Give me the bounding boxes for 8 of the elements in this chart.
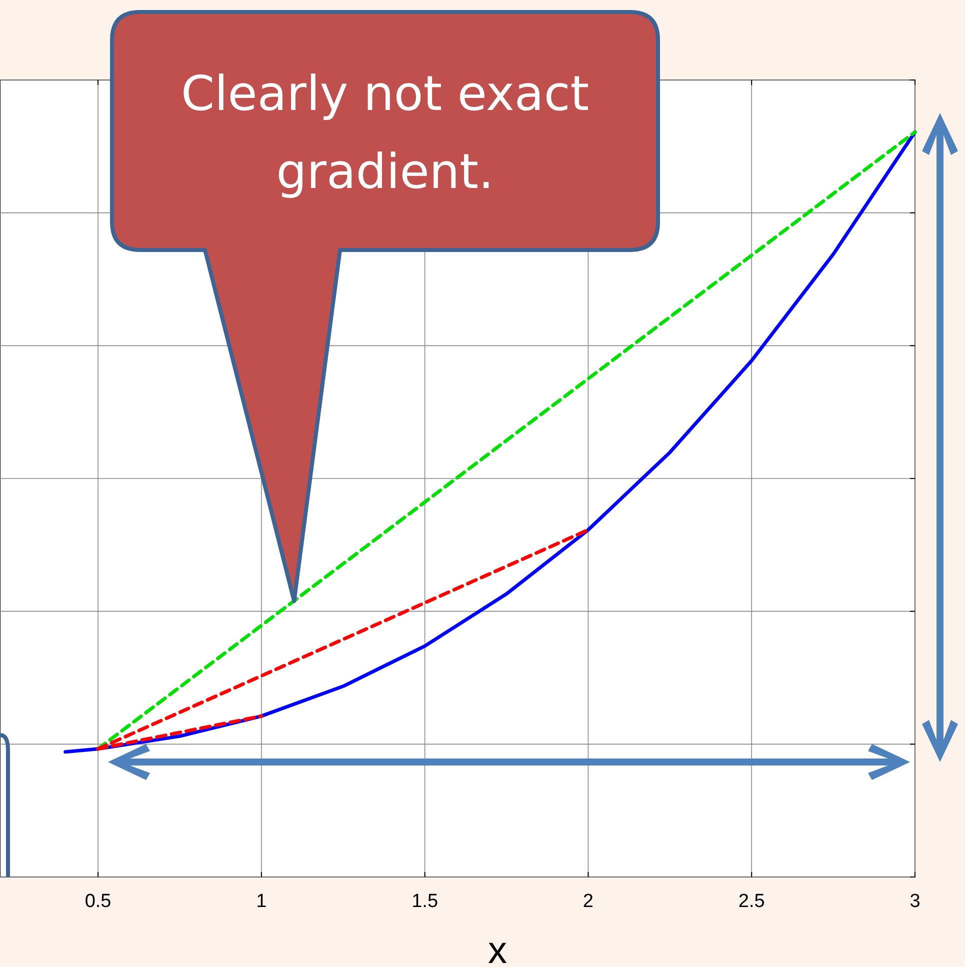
x-tick-label: 3	[910, 891, 920, 912]
x-tick-label: 2	[582, 891, 594, 912]
x-tick-label: 2.5	[738, 891, 765, 912]
annotation: Clearly not exact gradient.	[180, 66, 590, 200]
x-tick-label: 1.5	[412, 891, 438, 912]
x-axis-title: x	[488, 930, 507, 967]
x-tick-label: 0.5	[84, 891, 112, 912]
x-tick-label: 1	[256, 891, 267, 912]
